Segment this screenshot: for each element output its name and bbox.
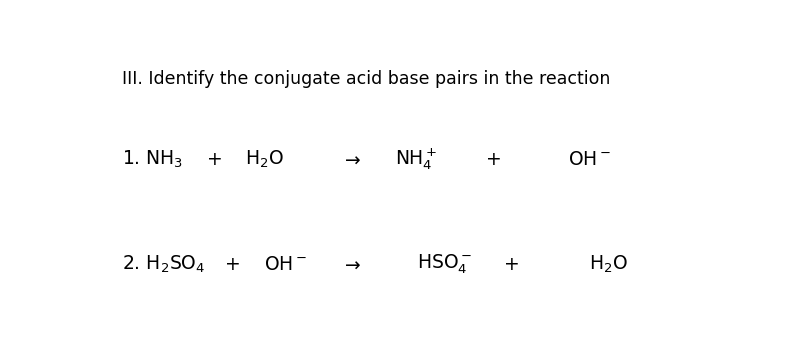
Text: 2. H$_2$SO$_4$: 2. H$_2$SO$_4$ [122, 253, 206, 275]
Text: $\rightarrow$: $\rightarrow$ [341, 255, 362, 273]
Text: OH$^-$: OH$^-$ [264, 255, 308, 273]
Text: +: + [226, 255, 241, 273]
Text: H$_2$O: H$_2$O [589, 253, 628, 275]
Text: HSO$_4^-$: HSO$_4^-$ [417, 252, 472, 276]
Text: OH$^-$: OH$^-$ [568, 150, 611, 169]
Text: III. Identify the conjugate acid base pairs in the reaction: III. Identify the conjugate acid base pa… [122, 70, 610, 88]
Text: +: + [207, 150, 222, 169]
Text: H$_2$O: H$_2$O [245, 149, 284, 170]
Text: NH$_4^+$: NH$_4^+$ [395, 147, 437, 172]
Text: 1. NH$_3$: 1. NH$_3$ [122, 149, 182, 170]
Text: +: + [505, 255, 520, 273]
Text: +: + [486, 150, 502, 169]
Text: $\rightarrow$: $\rightarrow$ [341, 150, 362, 169]
